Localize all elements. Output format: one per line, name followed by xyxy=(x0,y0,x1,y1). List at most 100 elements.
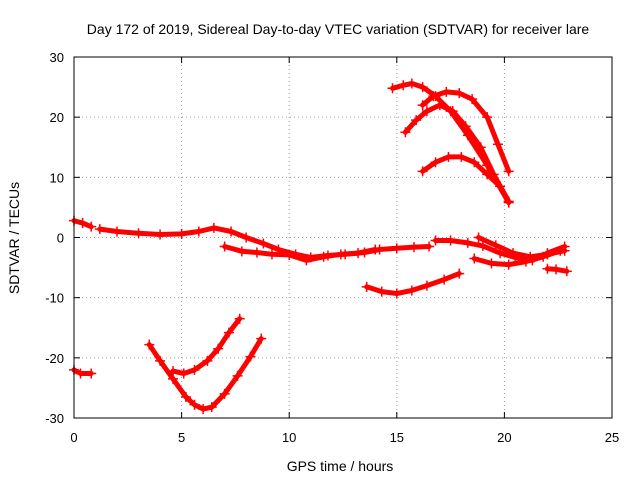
data-point xyxy=(318,251,329,262)
data-point xyxy=(226,226,237,237)
data-point xyxy=(520,256,531,267)
data-point xyxy=(417,100,428,111)
data-point xyxy=(219,241,230,252)
data-point xyxy=(232,370,243,381)
x-tick-label: 10 xyxy=(282,430,296,445)
data-point xyxy=(462,237,473,248)
data-point xyxy=(75,368,86,379)
data-point xyxy=(434,100,445,111)
data-point xyxy=(370,244,381,255)
data-point xyxy=(430,235,441,246)
data-point xyxy=(86,368,97,379)
data-point xyxy=(202,355,213,366)
data-point xyxy=(144,339,155,350)
x-tick-label: 5 xyxy=(178,430,185,445)
data-point xyxy=(460,121,471,132)
data-point xyxy=(409,242,420,253)
data-point xyxy=(447,106,458,117)
data-point xyxy=(176,228,187,239)
data-point xyxy=(189,399,200,410)
data-point xyxy=(353,248,364,259)
data-point xyxy=(503,196,514,207)
data-point xyxy=(178,368,189,379)
data-point xyxy=(475,142,486,153)
data-point xyxy=(477,240,488,251)
data-point xyxy=(441,86,452,97)
series-arc-small-right xyxy=(542,263,572,277)
series-line xyxy=(222,244,378,263)
data-point xyxy=(376,286,387,297)
data-point xyxy=(155,229,166,240)
data-point xyxy=(208,222,219,233)
series-arc-main-2 xyxy=(219,241,381,266)
data-point xyxy=(454,268,465,279)
data-point xyxy=(223,327,234,338)
data-point xyxy=(482,169,493,180)
data-point xyxy=(77,218,88,229)
data-point xyxy=(234,313,245,324)
data-point xyxy=(492,139,503,150)
data-point xyxy=(167,366,178,377)
chart-title: Day 172 of 2019, Sidereal Day-to-day VTE… xyxy=(87,21,590,37)
data-point xyxy=(398,80,409,91)
x-axis-label: GPS time / hours xyxy=(287,458,394,474)
data-point xyxy=(335,249,346,260)
data-point xyxy=(469,157,480,168)
data-point xyxy=(495,181,506,192)
y-tick-label: 30 xyxy=(50,50,64,65)
data-point xyxy=(555,245,566,256)
data-point xyxy=(189,364,200,375)
y-tick-label: 10 xyxy=(50,170,64,185)
series-arc-mid-low xyxy=(361,268,465,299)
data-point xyxy=(241,232,252,243)
data-point xyxy=(482,112,493,123)
y-tick-label: -10 xyxy=(45,291,64,306)
data-point xyxy=(256,333,267,344)
data-point xyxy=(391,243,402,254)
data-point xyxy=(219,388,230,399)
x-tick-label: 20 xyxy=(497,430,511,445)
data-point xyxy=(266,249,277,260)
data-point xyxy=(245,351,256,362)
data-point xyxy=(406,285,417,296)
data-point xyxy=(456,151,467,162)
y-tick-label: 0 xyxy=(57,231,64,246)
data-point xyxy=(445,235,456,246)
data-point xyxy=(428,91,439,102)
data-series xyxy=(69,78,572,414)
y-tick-label: 20 xyxy=(50,110,64,125)
data-point xyxy=(417,166,428,177)
data-point xyxy=(542,263,553,274)
data-point xyxy=(503,259,514,270)
y-axis: -30 -20 -10 0 10 20 30 xyxy=(45,50,612,426)
series-arc-high-2 xyxy=(400,100,514,207)
data-point xyxy=(86,221,97,232)
data-point xyxy=(469,253,480,264)
data-point xyxy=(561,266,572,277)
data-point xyxy=(206,402,217,413)
data-point xyxy=(213,343,224,354)
data-point xyxy=(198,403,209,414)
data-point xyxy=(391,288,402,299)
data-point xyxy=(361,281,372,292)
data-point xyxy=(251,247,262,258)
data-point xyxy=(454,88,465,99)
data-point xyxy=(94,224,105,235)
x-tick-label: 25 xyxy=(605,430,619,445)
data-point xyxy=(538,251,549,262)
series-arc-high-3 xyxy=(417,86,514,177)
data-point xyxy=(155,355,166,366)
data-point xyxy=(258,238,269,249)
data-point xyxy=(467,94,478,105)
data-point xyxy=(406,78,417,89)
data-point xyxy=(424,241,435,252)
data-point xyxy=(411,115,422,126)
data-point xyxy=(439,274,450,285)
data-point xyxy=(284,249,295,260)
data-point xyxy=(387,83,398,94)
data-point xyxy=(503,166,514,177)
data-point xyxy=(400,127,411,138)
data-point xyxy=(301,255,312,266)
data-point xyxy=(421,106,432,117)
